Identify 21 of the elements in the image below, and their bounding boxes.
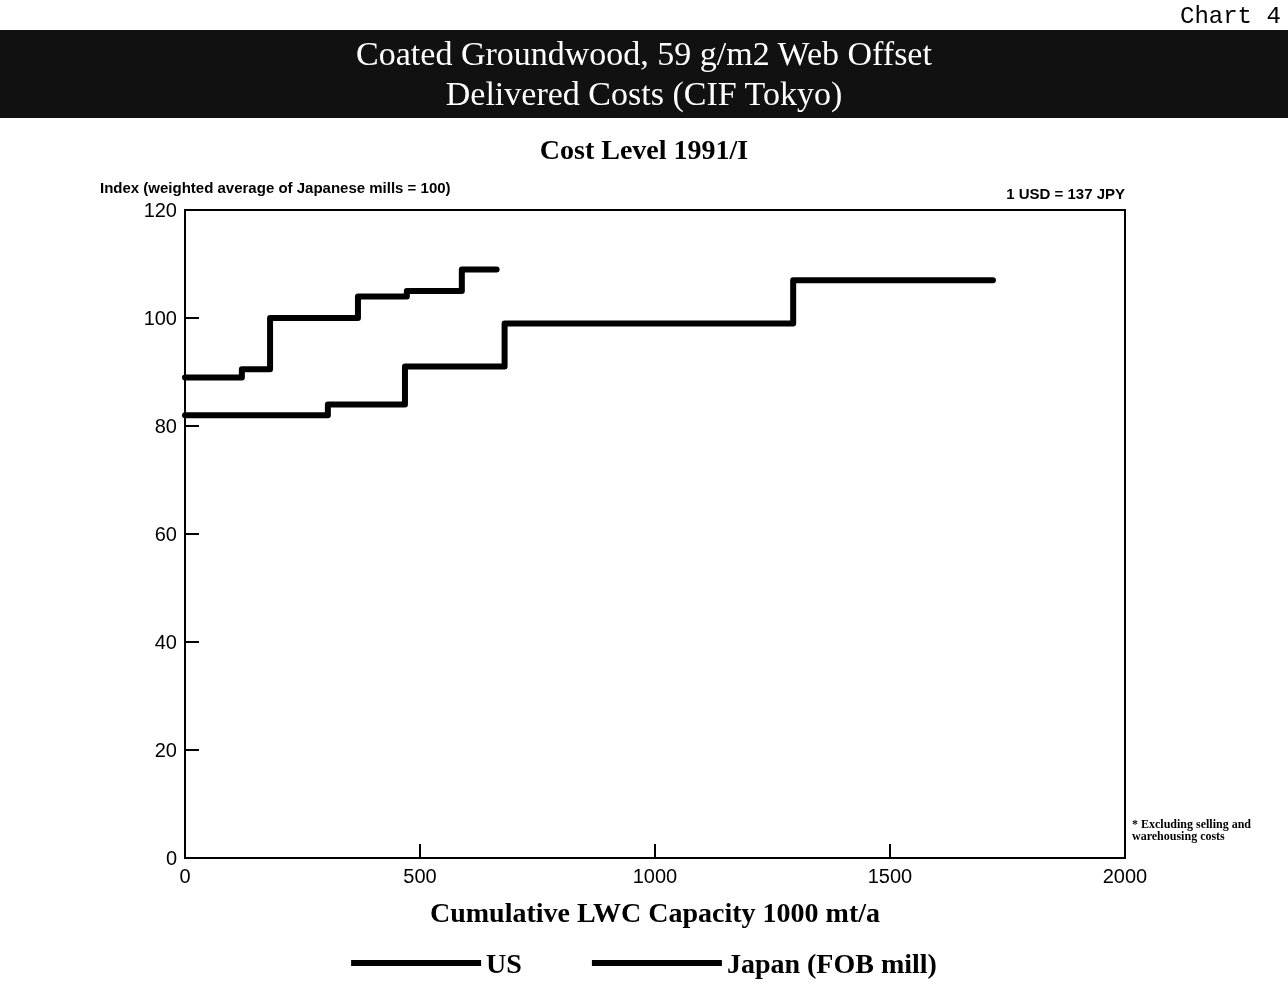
legend-label: Japan (FOB mill) bbox=[726, 947, 937, 979]
chart-title: Coated Groundwood, 59 g/m2 Web Offset Delivered Costs (CIF Tokyo) bbox=[0, 30, 1288, 118]
y-tick-label: 80 bbox=[154, 415, 177, 437]
chart-subtitle: Cost Level 1991/I bbox=[539, 133, 749, 165]
y-tick-label: 60 bbox=[154, 523, 177, 545]
x-tick-label: 0 bbox=[179, 865, 191, 887]
x-tick-label: 2000 bbox=[1102, 865, 1148, 887]
x-tick-label: 500 bbox=[403, 865, 437, 887]
x-axis-title: Cumulative LWC Capacity 1000 mt/a bbox=[429, 896, 881, 928]
y-tick-label: 40 bbox=[154, 631, 177, 653]
legend-label: US bbox=[486, 947, 522, 979]
text: 1 USD = 137 JPY bbox=[1006, 185, 1126, 202]
x-tick-label: 1500 bbox=[867, 865, 913, 887]
y-tick-label: 100 bbox=[143, 307, 177, 329]
caption: Chart 4 bbox=[1180, 2, 1281, 30]
y-tick-label: 120 bbox=[143, 199, 177, 221]
y-axis-title: Index (weighted average of Japanese mills = 100) bbox=[100, 179, 451, 196]
y-tick-label: 0 bbox=[165, 847, 177, 869]
x-tick-label: 1000 bbox=[632, 865, 678, 887]
y-tick-label: 20 bbox=[154, 739, 177, 761]
text: * Excluding selling and warehousing costs bbox=[1132, 817, 1255, 843]
